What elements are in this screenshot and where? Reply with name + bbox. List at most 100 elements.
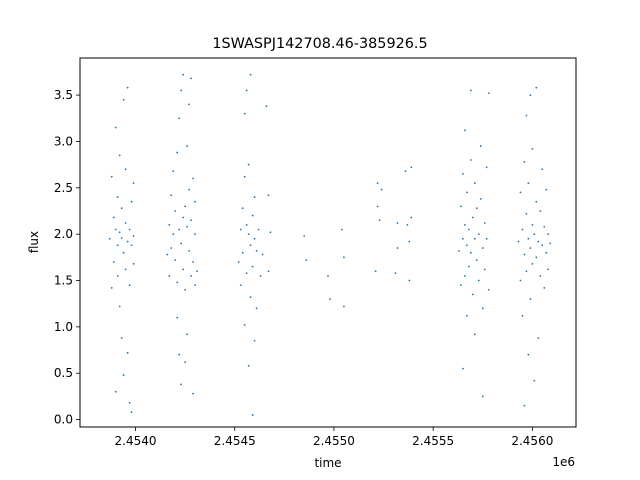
data-point: [543, 287, 546, 289]
data-point: [114, 126, 117, 129]
data-point: [303, 235, 306, 237]
data-point: [523, 404, 526, 407]
data-point: [132, 235, 135, 237]
data-point: [188, 249, 191, 252]
x-tick-label: 2.4555: [412, 434, 454, 448]
data-point: [329, 298, 331, 300]
data-point: [527, 237, 530, 240]
data-point: [255, 307, 258, 310]
data-point: [464, 274, 466, 277]
data-point: [168, 223, 171, 226]
data-point: [537, 240, 540, 243]
data-point: [267, 270, 270, 273]
data-point: [543, 225, 546, 228]
data-point: [481, 247, 484, 249]
data-point: [170, 194, 173, 197]
data-point: [114, 390, 117, 393]
y-tick-label: 1.0: [54, 320, 73, 334]
y-tick-label: 0.5: [54, 366, 73, 380]
data-point: [120, 207, 123, 210]
data-point: [188, 188, 191, 191]
data-point: [112, 216, 115, 219]
data-point: [265, 105, 268, 108]
data-point: [475, 259, 478, 262]
data-point: [269, 231, 272, 234]
data-point: [168, 274, 171, 277]
data-point: [124, 268, 127, 271]
x-tick-label: 2.4545: [214, 434, 256, 448]
x-axis: 2.4540 2.4545 2.4550 2.4555 2.4560: [115, 427, 553, 448]
data-point: [118, 305, 121, 308]
data-point: [527, 353, 530, 356]
data-point: [259, 274, 262, 277]
data-point: [525, 212, 528, 215]
data-point: [130, 200, 133, 203]
data-point: [458, 249, 460, 252]
data-point: [525, 114, 528, 117]
data-point: [533, 379, 536, 382]
data-point: [176, 151, 179, 154]
x-tick-label: 2.4550: [313, 434, 355, 448]
data-point: [535, 86, 538, 89]
x-tick-label: 2.4560: [511, 434, 553, 448]
data-point: [531, 262, 534, 265]
data-point: [408, 279, 411, 282]
data-point: [118, 231, 121, 234]
x-axis-label: time: [314, 456, 341, 470]
data-point: [535, 200, 538, 203]
data-point: [180, 242, 183, 245]
data-point: [194, 284, 196, 287]
data-point: [519, 191, 522, 194]
data-point: [394, 272, 397, 274]
data-point: [378, 219, 381, 222]
data-point: [126, 351, 129, 354]
data-point: [460, 205, 462, 208]
data-point: [253, 237, 256, 240]
data-point: [178, 353, 181, 356]
data-point: [261, 253, 264, 256]
data-point: [549, 242, 552, 245]
data-point: [124, 222, 127, 224]
data-point: [374, 270, 377, 273]
y-axis: 0.0 0.5 1.0 1.5 2.0 2.5 3.0 3.5: [54, 88, 80, 427]
data-point: [396, 222, 399, 224]
data-point: [410, 216, 413, 219]
data-point: [487, 288, 490, 291]
data-point: [116, 196, 119, 198]
y-tick-label: 1.5: [54, 274, 73, 288]
data-point: [517, 240, 520, 243]
data-point: [243, 324, 246, 326]
data-point: [477, 279, 480, 282]
data-point: [116, 244, 119, 247]
data-point: [243, 112, 246, 115]
data-point: [523, 253, 526, 256]
data-point: [186, 225, 189, 228]
data-point: [479, 198, 482, 200]
data-point: [114, 228, 117, 231]
data-point: [404, 170, 407, 173]
data-point: [182, 268, 185, 271]
y-tick-label: 2.5: [54, 181, 73, 195]
data-point: [539, 274, 542, 277]
data-point: [130, 411, 133, 414]
data-point: [255, 249, 258, 252]
data-point: [253, 196, 256, 198]
data-point: [462, 172, 464, 175]
y-tick-label: 0.0: [54, 413, 73, 427]
data-point: [251, 214, 254, 217]
x-offset-label: 1e6: [552, 455, 575, 469]
data-point: [110, 287, 113, 289]
data-point: [469, 159, 472, 161]
data-point: [462, 367, 464, 370]
data-point: [184, 288, 187, 291]
data-point: [519, 279, 522, 282]
data-point: [126, 86, 129, 89]
data-point: [172, 233, 175, 236]
data-point: [531, 223, 534, 226]
data-point: [485, 237, 488, 240]
data-point: [110, 175, 113, 178]
data-point: [483, 268, 486, 271]
data-point: [176, 316, 179, 319]
data-point: [305, 259, 308, 262]
